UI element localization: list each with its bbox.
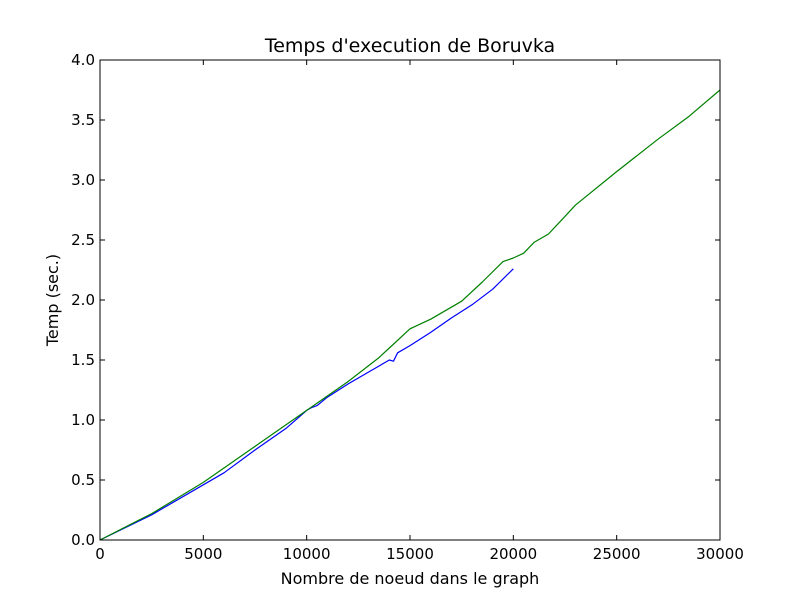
series-line-1 <box>99 268 514 541</box>
x-tick-label: 10000 <box>283 545 331 563</box>
x-tick-label: 20000 <box>489 545 537 563</box>
y-tick-label: 4.0 <box>71 51 95 69</box>
y-tick-label: 3.0 <box>71 171 95 189</box>
y-tick-label: 2.0 <box>71 291 95 309</box>
series-layer <box>99 89 721 541</box>
y-tick-label: 0.5 <box>71 471 95 489</box>
plot-frame <box>99 59 721 541</box>
series-line-2 <box>99 89 721 541</box>
y-tick-label: 1.5 <box>71 351 95 369</box>
x-tick-label: 15000 <box>386 545 434 563</box>
x-tick-label: 0 <box>95 545 105 563</box>
y-tick-label: 1.0 <box>71 411 95 429</box>
y-tick-label: 3.5 <box>71 111 95 129</box>
x-tick-label: 5000 <box>184 545 222 563</box>
y-tick-label: 0.0 <box>71 531 95 549</box>
x-tick-label: 25000 <box>593 545 641 563</box>
y-axis-title: Temp (sec.) <box>43 254 62 347</box>
chart-title: Temps d'execution de Boruvka <box>264 35 555 57</box>
ticks-layer: 0 5000 10000 15000 20000 25000 30000 0.0 0.5 1.0 1… <box>71 51 744 563</box>
x-tick-label: 30000 <box>696 545 744 563</box>
x-axis-title: Nombre de noeud dans le graph <box>281 569 540 588</box>
y-tick-label: 2.5 <box>71 231 95 249</box>
